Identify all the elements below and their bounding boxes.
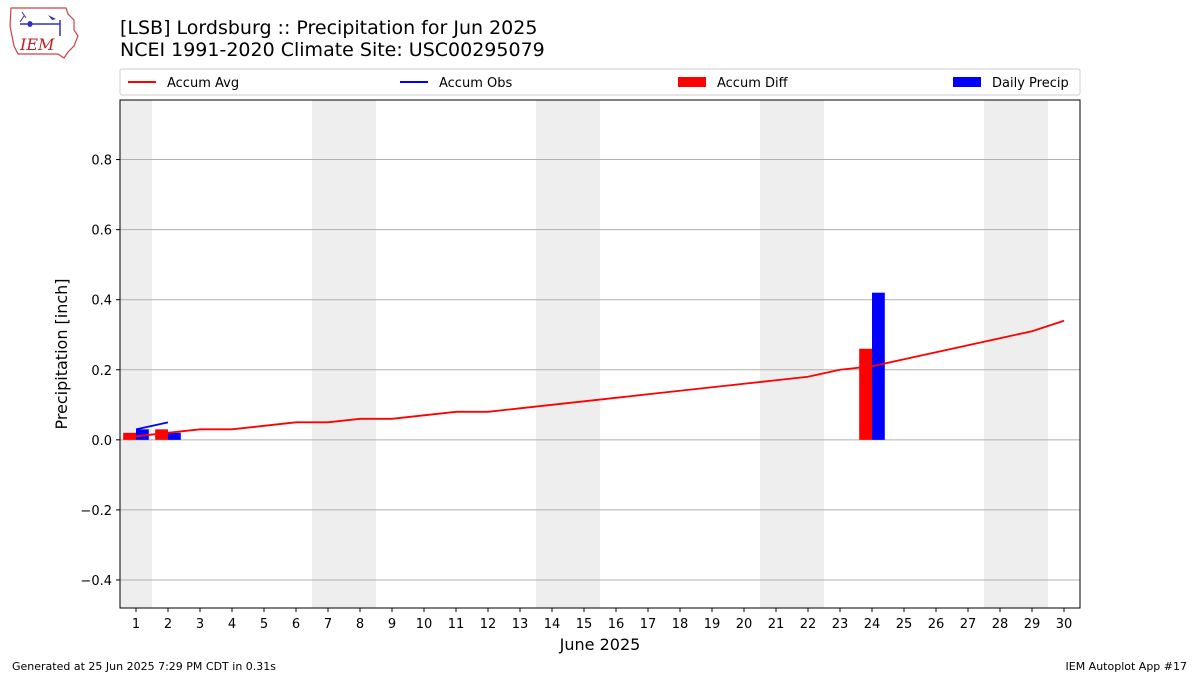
- weekend-shade: [1016, 100, 1048, 608]
- iem-logo: IEM: [9, 7, 79, 59]
- weekend-shade: [344, 100, 376, 608]
- grid-lines: [120, 159, 1080, 581]
- weekend-shade: [536, 100, 568, 608]
- x-tick-label: 28: [992, 617, 1009, 632]
- x-tick-label: 11: [448, 617, 465, 632]
- bars: [123, 292, 885, 440]
- y-tick-label: 0.4: [91, 294, 112, 309]
- x-tick-label: 1: [132, 617, 140, 632]
- legend-box: [119, 68, 1081, 96]
- x-tick-label: 13: [512, 617, 529, 632]
- legend-bar-swatch: [953, 77, 981, 87]
- x-tick-label: 29: [1024, 617, 1041, 632]
- svg-text:IEM: IEM: [19, 35, 55, 54]
- accum-obs-line: [135, 421, 169, 431]
- x-tick-label: 3: [196, 617, 204, 632]
- x-tick-label: 21: [768, 617, 785, 632]
- y-tick-label: 0.6: [91, 224, 112, 239]
- y-tick-label: −0.2: [80, 504, 112, 519]
- x-axis-label: June 2025: [559, 635, 641, 654]
- footer-app: IEM Autoplot App #17: [1065, 660, 1188, 673]
- x-tick-label: 26: [928, 617, 945, 632]
- x-tick-label: 27: [960, 617, 977, 632]
- x-tick-label: 23: [832, 617, 849, 632]
- legend-label: Accum Avg: [167, 76, 239, 91]
- y-tick-label: 0.8: [91, 154, 112, 169]
- weekend-shade: [792, 100, 824, 608]
- x-tick-label: 17: [640, 617, 657, 632]
- plot-frame: [119, 99, 1081, 609]
- lines: [135, 319, 1065, 438]
- legend-label: Daily Precip: [992, 76, 1069, 91]
- x-axis-ticks: 1 2 3 4 5 6 7 8 9 10 11 12 13 14 15 16 17 18 19 20 21 22 23 24 2…: [132, 608, 1072, 632]
- daily-precip-bar: [168, 432, 181, 440]
- x-tick-label: 14: [544, 617, 561, 632]
- weekend-shade: [984, 100, 1016, 608]
- x-tick-label: 6: [292, 617, 300, 632]
- x-tick-label: 16: [608, 617, 625, 632]
- legend-label: Accum Diff: [717, 76, 789, 91]
- x-tick-label: 18: [672, 617, 689, 632]
- accum-diff-bar: [155, 429, 168, 440]
- legend-bar-swatch: [678, 77, 706, 87]
- y-axis-label: Precipitation [inch]: [52, 278, 71, 429]
- accum-diff-bar: [123, 432, 136, 440]
- y-tick-label: 0.0: [91, 434, 112, 449]
- y-tick-label: −0.4: [80, 574, 112, 589]
- x-tick-label: 12: [480, 617, 497, 632]
- y-tick-label: 0.2: [91, 364, 112, 379]
- x-tick-label: 7: [324, 617, 332, 632]
- accum-diff-bar: [859, 348, 872, 440]
- legend: Accum Avg Accum Obs Accum Diff Daily Precip: [119, 68, 1081, 96]
- weekend-shade: [568, 100, 600, 608]
- x-tick-label: 9: [388, 617, 396, 632]
- daily-precip-bar: [136, 429, 149, 440]
- x-tick-label: 24: [864, 617, 881, 632]
- accum-avg-line: [135, 319, 1065, 438]
- x-tick-label: 2: [164, 617, 172, 632]
- y-axis-ticks: −0.4 −0.2 0.0 0.2 0.4 0.6 0.8: [80, 154, 120, 589]
- x-tick-label: 25: [896, 617, 913, 632]
- legend-label: Accum Obs: [439, 76, 512, 91]
- weekend-shade: [312, 100, 344, 608]
- x-tick-label: 5: [260, 617, 268, 632]
- x-tick-label: 10: [416, 617, 433, 632]
- weekend-shade: [760, 100, 792, 608]
- weekend-shading: [120, 100, 1048, 608]
- x-tick-label: 15: [576, 617, 593, 632]
- x-tick-label: 4: [228, 617, 236, 632]
- footer-generated: Generated at 25 Jun 2025 7:29 PM CDT in …: [12, 660, 277, 673]
- x-tick-label: 20: [736, 617, 753, 632]
- daily-precip-bar: [872, 292, 885, 440]
- x-tick-label: 30: [1056, 617, 1073, 632]
- x-tick-label: 8: [356, 617, 364, 632]
- x-tick-label: 22: [800, 617, 817, 632]
- chart-title: [LSB] Lordsburg :: Precipitation for Jun…: [120, 17, 538, 39]
- weekend-shade: [120, 100, 152, 608]
- chart-subtitle: NCEI 1991-2020 Climate Site: USC00295079: [120, 39, 545, 61]
- x-tick-label: 19: [704, 617, 721, 632]
